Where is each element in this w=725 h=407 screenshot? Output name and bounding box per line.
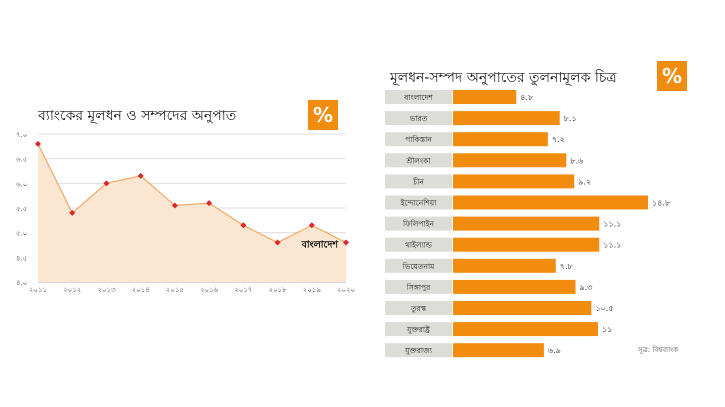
category-label-box: [385, 258, 452, 273]
value-label: ১৪.৮: [652, 199, 671, 208]
x-tick-label: ২০১৭: [234, 286, 252, 294]
bar: [453, 153, 567, 168]
data-point: [103, 180, 110, 187]
line-chart: ৪.০ ৪.৫ ৫.০ ৫.৫ ৬.০ ৬.৫ ৭.০ ২০১১ ২০১২ ২০১৩ ২০১৪ ২০১…: [16, 131, 355, 294]
category-label-box: [385, 343, 452, 358]
bar-chart: বাংলাদেশ ৪.৮ ভারত ৮.১ পাকিস্তান ৭.২ শ্রীলংকা ৮.…: [385, 90, 671, 358]
category-label: তুরস্ক: [410, 304, 427, 313]
data-point: [35, 140, 41, 147]
bar: [453, 343, 544, 358]
value-label: ১১.১: [603, 241, 621, 250]
y-tick-label: ৫.০: [16, 230, 27, 238]
bar: [453, 279, 576, 294]
data-point: [206, 200, 213, 207]
value-label: ৯.২: [578, 177, 591, 186]
category-label: ভারত: [409, 114, 429, 123]
x-tick-label: ২০১৫: [166, 286, 184, 294]
x-tick-label: ২০১৬: [200, 286, 219, 294]
x-tick-label: ২০১৩: [97, 286, 116, 294]
bar-chart-panel: মূলধন-সম্পদ অনুপাতের তুলনামূলক চিত্র % ব…: [360, 0, 725, 407]
x-tick-label: ২০১৪: [132, 286, 150, 294]
category-label: যুক্তরাজ্য: [404, 346, 433, 355]
bar: [453, 174, 575, 189]
series-label: বাংলাদেশ: [301, 240, 340, 251]
data-point: [308, 222, 315, 229]
category-label-box: [385, 132, 452, 147]
value-label: ৭.২: [552, 135, 565, 144]
x-tick-label: ২০১৯: [303, 286, 322, 294]
bar: [453, 111, 560, 126]
category-label: যুক্তরাষ্ট্র: [406, 325, 431, 334]
value-label: ৯.৩: [580, 283, 593, 292]
x-tick-label: ২০১১: [29, 286, 47, 294]
category-label-box: [385, 237, 452, 252]
category-label-box: [385, 174, 452, 189]
series-line: [37, 143, 347, 244]
bar-chart-title: মূলধন-সম্পদ অনুপাতের তুলনামূলক চিত্র: [390, 70, 617, 86]
category-label-box: [385, 322, 452, 337]
category-label: চীন: [412, 176, 424, 186]
data-point: [137, 172, 144, 179]
category-label: শ্রীলংকা: [405, 155, 431, 165]
data-point: [274, 239, 281, 246]
bar: [453, 132, 548, 147]
category-label: সিঙ্গাপুর: [406, 283, 431, 292]
category-label-box: [385, 301, 452, 315]
y-tick-label: ৬.৫: [16, 156, 27, 164]
y-tick-label: ৬.০: [16, 180, 27, 188]
line-chart-panel: ব্যাংকের মূলধন ও সম্পদের অনুপাত % ৪.০ ৪.৫…: [0, 0, 360, 407]
bar: [453, 195, 648, 210]
area-fill: [38, 143, 346, 282]
category-label: ভিয়েতনাম: [402, 262, 435, 271]
data-point: [343, 239, 349, 246]
category-label-box: [385, 153, 452, 168]
data-point: [69, 209, 76, 216]
category-label: পাকিস্তান: [405, 135, 432, 144]
category-label-box: [385, 279, 452, 294]
value-label: ৪.৮: [520, 93, 534, 102]
category-label: বাংলাদেশ: [403, 93, 433, 102]
bar: [453, 216, 600, 231]
data-point: [171, 202, 178, 209]
bar: [453, 301, 592, 315]
x-tick-label: ২০১৮: [268, 286, 287, 294]
bar: [453, 90, 517, 104]
bar: [453, 237, 600, 252]
y-tick-label: ৪.৫: [16, 254, 27, 262]
value-label: ৮.৬: [570, 156, 583, 165]
category-label-box: [385, 90, 452, 104]
percent-icon: %: [308, 100, 338, 130]
value-label: ১১.১: [603, 220, 621, 229]
value-label: ৭.৮: [560, 262, 574, 271]
category-label-box: [385, 111, 452, 126]
category-label: ইন্দোনেশিয়া: [400, 199, 438, 208]
y-tick-label: ৭.০: [16, 131, 27, 139]
category-label: থাইল্যান্ড: [405, 241, 433, 250]
bar: [453, 258, 556, 273]
value-label: ১০.৫: [595, 304, 613, 313]
category-label-box: [385, 216, 452, 231]
value-label: ৮.১: [564, 114, 577, 123]
x-tick-label: ২০১২: [63, 286, 81, 294]
value-label: ১১: [602, 325, 612, 334]
source-note: সূত্র: বিশ্বব্যাংক: [638, 346, 679, 354]
value-label: ৬.৯: [548, 346, 561, 355]
y-tick-label: ৫.৫: [16, 205, 27, 213]
category-label-box: [385, 195, 452, 210]
category-label: ফিলিপাইন: [402, 220, 435, 229]
bar: [453, 322, 598, 337]
x-tick-label: ২০২০: [337, 286, 355, 294]
line-chart-title: ব্যাংকের মূলধন ও সম্পদের অনুপাত: [38, 108, 237, 124]
data-point: [240, 222, 247, 229]
percent-icon: %: [657, 61, 687, 91]
y-tick-label: ৪.০: [16, 279, 27, 287]
